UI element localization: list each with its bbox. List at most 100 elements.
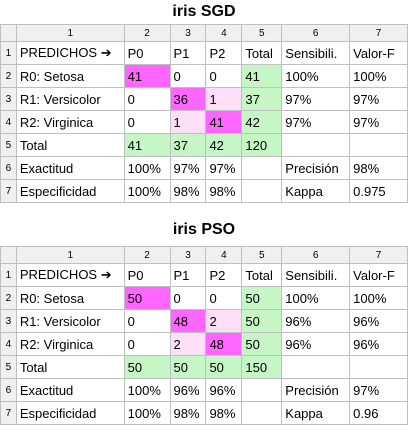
row-number[interactable]: 1 [0,41,17,65]
data-cell[interactable]: 96% [281,332,351,356]
header-cell[interactable]: Total [241,263,283,287]
col-number[interactable]: 3 [169,24,207,42]
row-number[interactable]: 3 [0,87,17,111]
total-cell[interactable]: 50 [241,309,283,333]
total-cell[interactable]: 41 [123,133,171,157]
data-cell[interactable]: 97% [281,87,351,111]
data-cell[interactable]: 97% [349,87,408,111]
data-cell[interactable] [281,355,351,379]
data-cell[interactable]: 100% [123,401,171,425]
data-cell[interactable]: 97% [169,156,207,180]
data-cell[interactable]: 100% [123,378,171,402]
total-cell[interactable]: 42 [205,133,243,157]
total-cell[interactable]: 50 [123,355,171,379]
diagonal-cell[interactable]: 36 [169,87,207,111]
row-label-cell[interactable]: Especificidad [15,179,125,203]
data-cell[interactable]: 0.96 [349,401,408,425]
off-diagonal-cell[interactable]: 2 [169,332,207,356]
data-cell[interactable]: 97% [205,156,243,180]
total-cell[interactable]: 37 [241,87,283,111]
header-cell[interactable]: P0 [123,263,171,287]
row-label-cell[interactable]: Exactitud [15,378,125,402]
col-number[interactable]: 2 [123,24,171,42]
metric-label-cell[interactable]: Kappa [281,401,351,425]
col-number[interactable]: 4 [205,246,243,264]
header-cell[interactable]: PREDICHOS ➔ [15,41,125,65]
header-cell[interactable]: P0 [123,41,171,65]
data-cell[interactable]: 100% [281,64,351,88]
diagonal-cell[interactable]: 41 [123,64,171,88]
header-cell[interactable]: Total [241,41,283,65]
col-number[interactable]: 3 [169,246,207,264]
header-cell[interactable]: Valor-F [349,263,408,287]
row-label-cell[interactable]: Exactitud [15,156,125,180]
header-cell[interactable]: PREDICHOS ➔ [15,263,125,287]
data-cell[interactable] [241,156,283,180]
data-cell[interactable]: 98% [205,179,243,203]
data-cell[interactable]: 100% [349,286,408,310]
data-cell[interactable]: 0 [169,286,207,310]
data-cell[interactable]: 98% [169,401,207,425]
row-label-cell[interactable]: R0: Setosa [15,286,125,310]
data-cell[interactable]: 0 [123,110,171,134]
diagonal-cell[interactable]: 48 [169,309,207,333]
data-cell[interactable]: 98% [205,401,243,425]
data-cell[interactable]: 96% [349,332,408,356]
row-label-cell[interactable]: Total [15,133,125,157]
diagonal-cell[interactable]: 41 [205,110,243,134]
total-cell[interactable]: 50 [241,286,283,310]
header-cell[interactable]: P2 [205,41,243,65]
data-cell[interactable]: 96% [205,378,243,402]
col-number[interactable]: 1 [15,24,125,42]
data-cell[interactable]: 97% [281,110,351,134]
data-cell[interactable]: 100% [349,64,408,88]
data-cell[interactable]: 100% [281,286,351,310]
row-number[interactable]: 4 [0,110,17,134]
total-cell[interactable]: 50 [205,355,243,379]
col-number[interactable]: 5 [241,246,283,264]
header-cell[interactable]: P1 [169,41,207,65]
data-cell[interactable]: 0.975 [349,179,408,203]
header-cell[interactable]: Sensibili. [281,41,351,65]
col-number[interactable]: 7 [349,24,408,42]
total-cell[interactable]: 41 [241,64,283,88]
row-number[interactable]: 7 [0,401,17,425]
data-cell[interactable]: 0 [123,87,171,111]
col-number[interactable]: 7 [349,246,408,264]
data-cell[interactable] [281,133,351,157]
metric-label-cell[interactable]: Precisión [281,156,351,180]
row-number[interactable]: 2 [0,64,17,88]
data-cell[interactable]: 98% [349,156,408,180]
col-number[interactable]: 6 [281,246,351,264]
data-cell[interactable]: 98% [169,179,207,203]
header-cell[interactable]: Valor-F [349,41,408,65]
metric-label-cell[interactable]: Precisión [281,378,351,402]
col-number[interactable]: 4 [205,24,243,42]
data-cell[interactable]: 96% [169,378,207,402]
data-cell[interactable] [349,133,408,157]
row-label-cell[interactable]: Especificidad [15,401,125,425]
row-number[interactable]: 3 [0,309,17,333]
data-cell[interactable] [241,378,283,402]
total-cell[interactable]: 42 [241,110,283,134]
row-label-cell[interactable]: R0: Setosa [15,64,125,88]
data-cell[interactable]: 0 [205,64,243,88]
data-cell[interactable]: 97% [349,378,408,402]
data-cell[interactable]: 100% [123,156,171,180]
data-cell[interactable]: 97% [349,110,408,134]
row-number[interactable]: 2 [0,286,17,310]
row-label-cell[interactable]: R1: Versicolor [15,87,125,111]
off-diagonal-cell[interactable]: 1 [169,110,207,134]
data-cell[interactable]: 100% [123,179,171,203]
off-diagonal-cell[interactable]: 2 [205,309,243,333]
grand-total-cell[interactable]: 150 [241,355,283,379]
row-number[interactable]: 4 [0,332,17,356]
col-number[interactable]: 5 [241,24,283,42]
data-cell[interactable] [241,179,283,203]
header-cell[interactable]: P1 [169,263,207,287]
data-cell[interactable] [349,355,408,379]
row-number[interactable]: 6 [0,156,17,180]
data-cell[interactable]: 96% [281,309,351,333]
diagonal-cell[interactable]: 50 [123,286,171,310]
col-number[interactable]: 1 [15,246,125,264]
